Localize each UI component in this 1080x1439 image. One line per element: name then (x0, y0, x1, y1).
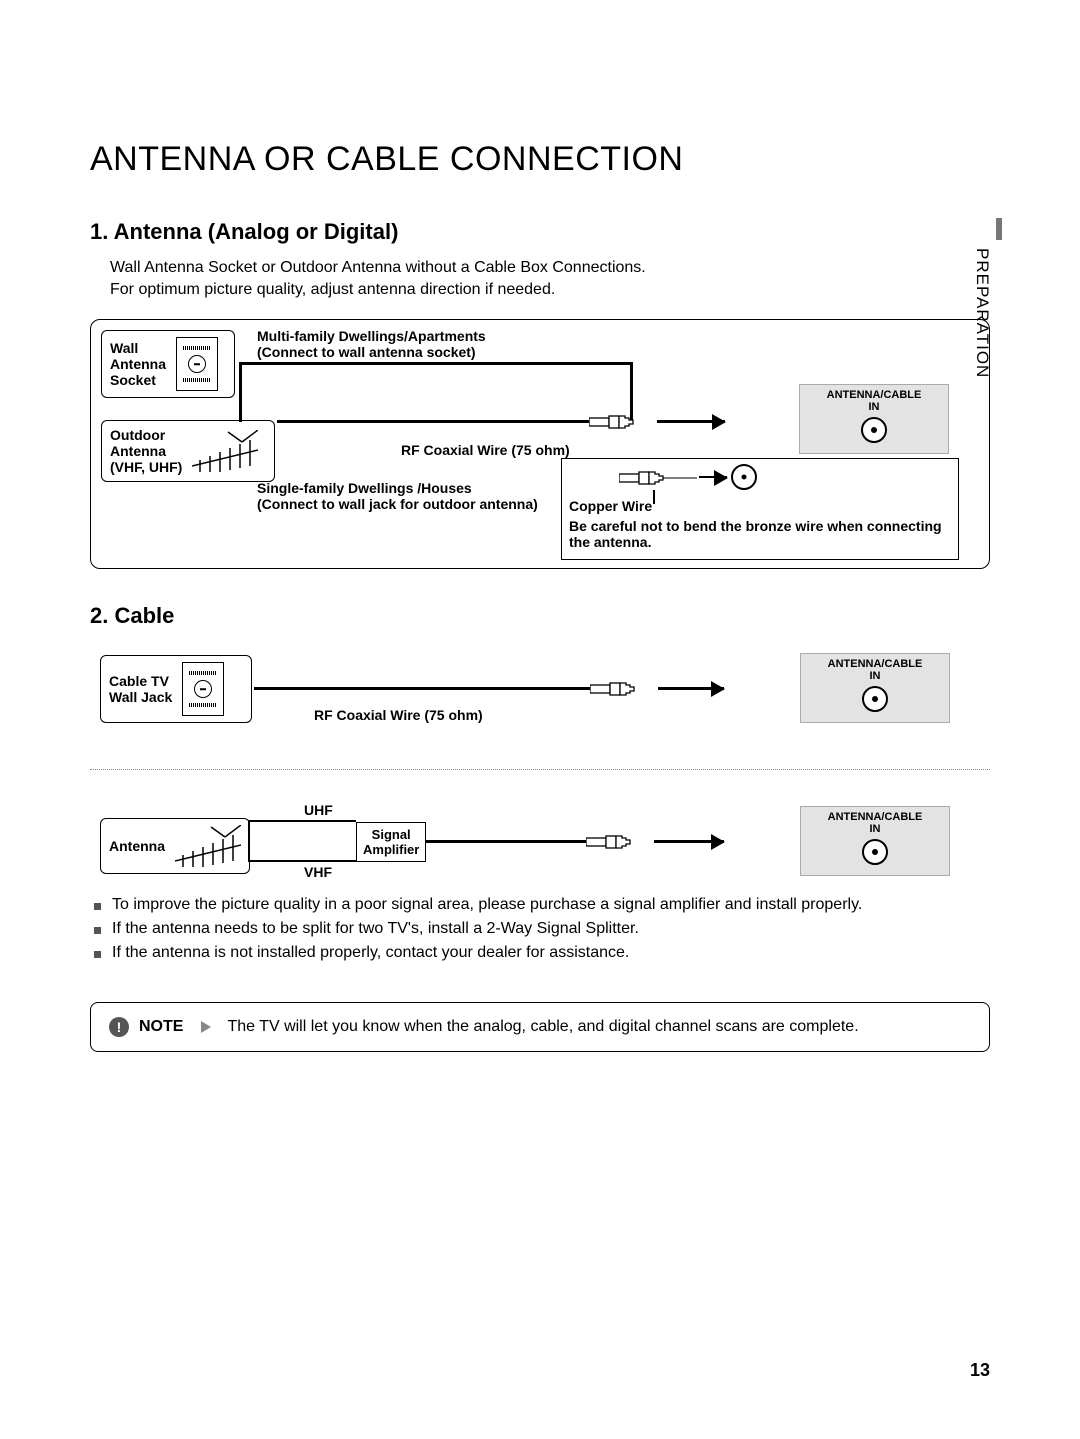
wire-upper-h (239, 362, 633, 365)
outdoor-antenna-label: Outdoor Antenna (VHF, UHF) (110, 427, 182, 475)
wall-socket-label: Wall Antenna Socket (110, 340, 166, 388)
note-box: ! NOTE The TV will let you know when the… (90, 1002, 990, 1052)
amp-port-panel: ANTENNA/CABLE IN (800, 806, 950, 876)
arrow-to-port3 (658, 687, 724, 690)
single-dwelling-label: Single-family Dwellings /Houses (Connect… (257, 480, 538, 512)
note-icon: ! (109, 1017, 129, 1037)
note-label: NOTE (139, 1018, 183, 1036)
vhf-label: VHF (304, 864, 332, 880)
vhf-wire-h (248, 860, 356, 862)
divider-dotted (90, 769, 990, 770)
page-title: ANTENNA OR CABLE CONNECTION (90, 140, 990, 179)
split-v1 (248, 820, 250, 840)
section-tab (996, 218, 1002, 240)
cable-wall-jack-label: Cable TV Wall Jack (109, 673, 172, 705)
split-v2 (248, 840, 250, 860)
port-hole-icon-3 (862, 839, 888, 865)
antenna-callout-3: Antenna (100, 818, 250, 874)
signal-amplifier-box: Signal Amplifier (356, 822, 426, 862)
connector-icon-2 (590, 681, 654, 702)
antenna-icon-2 (175, 825, 241, 867)
multi-dwelling-label: Multi-family Dwellings/Apartments (Conne… (257, 328, 486, 360)
uhf-label: UHF (304, 802, 333, 818)
tip-item: To improve the picture quality in a poor… (94, 896, 990, 914)
outdoor-antenna-callout: Outdoor Antenna (VHF, UHF) (101, 420, 275, 482)
port-label-1: ANTENNA/CABLE IN (806, 389, 942, 413)
uhf-wire-h (248, 820, 356, 822)
diagram-cable: Cable TV Wall Jack RF Coaxial Wire (75 o… (90, 649, 990, 739)
wire-lower-h (277, 420, 631, 423)
cable-port-panel: ANTENNA/CABLE IN (800, 653, 950, 723)
section2-heading: 2. Cable (90, 603, 990, 629)
section1-p1: Wall Antenna Socket or Outdoor Antenna w… (110, 259, 990, 277)
antenna-label-3: Antenna (109, 838, 165, 854)
note-arrow-icon (201, 1021, 211, 1033)
port-label-3: ANTENNA/CABLE IN (807, 811, 943, 835)
section1-p2: For optimum picture quality, adjust ante… (110, 281, 990, 299)
port-hole-icon (861, 417, 887, 443)
diagram-antenna: Wall Antenna Socket Outdoor Antenna (VHF… (90, 319, 990, 569)
tip-item: If the antenna is not installed properly… (94, 944, 990, 962)
tips-list: To improve the picture quality in a poor… (94, 896, 990, 962)
port-hole-icon-2 (862, 686, 888, 712)
note-text: The TV will let you know when the analog… (227, 1018, 858, 1036)
caution-frame (561, 458, 959, 560)
wall-socket-icon (176, 337, 218, 391)
port-label-2: ANTENNA/CABLE IN (807, 658, 943, 682)
rf-wire-label-2: RF Coaxial Wire (75 ohm) (314, 707, 483, 723)
wire-upper-v (239, 362, 242, 422)
antenna-port-panel: ANTENNA/CABLE IN (799, 384, 949, 454)
tip-item: If the antenna needs to be split for two… (94, 920, 990, 938)
arrow-to-port1 (657, 420, 725, 423)
cable-wire (254, 687, 590, 690)
connector-icon-3 (586, 834, 650, 855)
connector-icon (589, 414, 653, 435)
wall-socket-callout: Wall Antenna Socket (101, 330, 235, 398)
cable-wall-jack-callout: Cable TV Wall Jack (100, 655, 252, 723)
wall-socket-icon-2 (182, 662, 224, 716)
diagram-amplifier: Antenna UHF VHF Signal Amplifier ANTENNA… (90, 800, 990, 880)
rf-wire-label: RF Coaxial Wire (75 ohm) (401, 442, 570, 458)
arrow-to-port4 (654, 840, 724, 843)
page-number: 13 (970, 1360, 990, 1381)
wire-upper-v2 (630, 362, 633, 422)
antenna-icon (192, 430, 258, 472)
amp-out-wire (426, 840, 586, 843)
section1-heading: 1. Antenna (Analog or Digital) (90, 219, 990, 245)
